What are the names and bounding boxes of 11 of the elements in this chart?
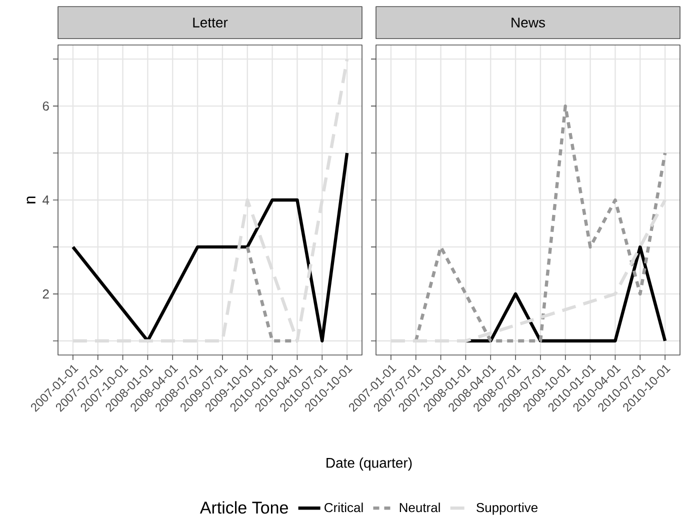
chart-title: News	[512, 18, 545, 28]
legend-label: Neutral	[400, 502, 440, 512]
y-tick-label: 6	[42, 101, 49, 111]
x-axis-title: Date (quarter)	[326, 458, 412, 471]
y-tick-label: 2	[42, 289, 49, 298]
legend-title: Article Tone	[200, 501, 288, 514]
y-tick-label: 4	[42, 196, 50, 204]
legend-label: Supportive	[476, 502, 538, 515]
y-axis-title: n	[26, 196, 36, 204]
legend-label: Critical	[324, 502, 363, 512]
chart-title: Letter	[193, 18, 228, 28]
